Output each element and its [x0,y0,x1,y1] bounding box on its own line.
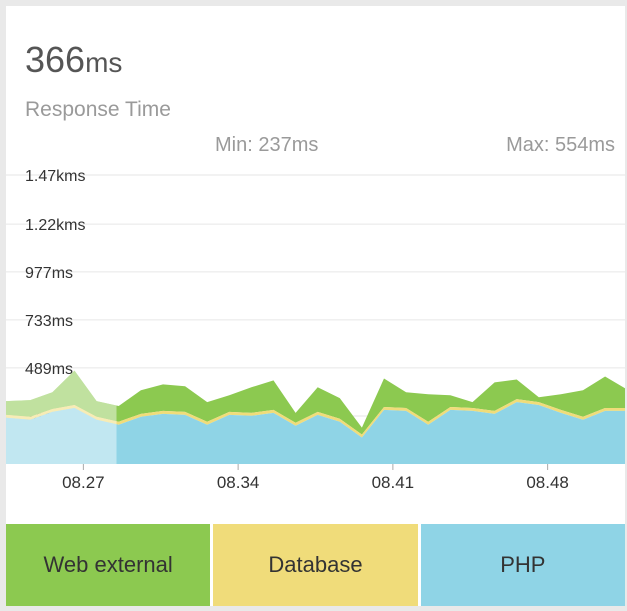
area-highlight-database [6,405,117,425]
x-tick-label-1: 08.34 [217,473,260,492]
response-time-value: 366ms [25,42,122,78]
area-web-external [6,370,625,435]
max-label: Max: 554ms [506,134,615,156]
legend-database[interactable]: Database [213,524,418,606]
y-tick-label-2: 977ms [25,265,73,282]
legend-web-external[interactable]: Web external [6,524,211,606]
legend: Web external Database PHP [6,524,625,606]
legend-database-label: Database [268,552,363,577]
x-tick-label-3: 08.48 [526,473,569,492]
area-database [6,399,625,438]
min-label: Min: 237ms [215,134,319,156]
response-time-chart: 1.47kms1.22kms977ms733ms489ms244ms08.270… [6,168,625,492]
area-highlight-php [6,408,117,464]
x-tick-label-2: 08.41 [372,473,415,492]
metric-subtitle: Response Time [25,98,171,121]
response-time-card: 366ms Response Time Min: 237ms Max: 554m… [6,6,625,606]
area-highlight-web-external [6,370,117,422]
y-tick-label-4: 489ms [25,361,73,378]
value-unit: ms [85,47,123,78]
area-php [6,402,625,464]
value-number: 366 [25,39,86,80]
y-tick-label-1: 1.22kms [25,217,85,234]
x-tick-label-0: 08.27 [62,473,105,492]
y-tick-label-3: 733ms [25,313,73,330]
y-tick-label-0: 1.47kms [25,168,85,185]
legend-php-label: PHP [500,552,546,577]
legend-php[interactable]: PHP [420,524,625,606]
legend-web-external-label: Web external [43,552,173,577]
